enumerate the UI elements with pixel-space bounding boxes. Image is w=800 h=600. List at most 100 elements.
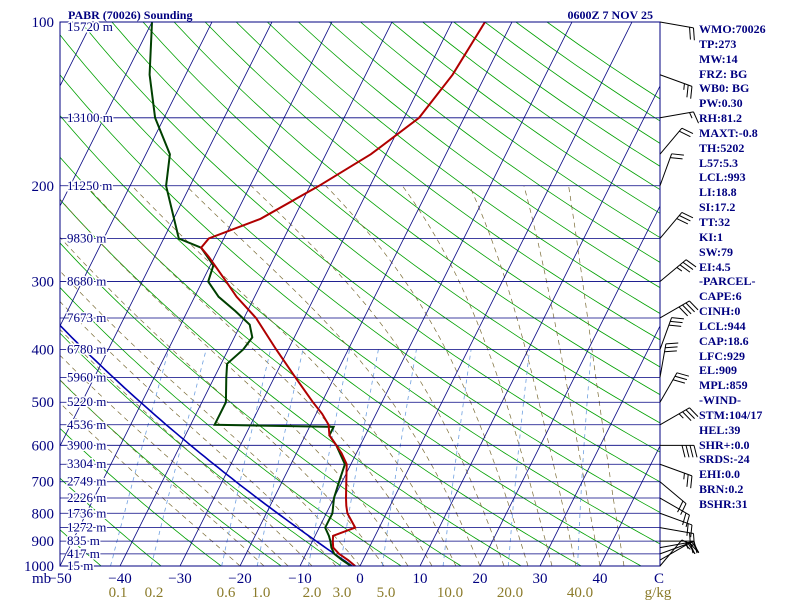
wind-barb (659, 512, 693, 538)
height-label: 2226 m (67, 490, 106, 505)
isotherm-line (539, 325, 660, 566)
wind-barb (659, 407, 699, 426)
moist-adiabat (60, 354, 289, 566)
height-label: 15 m (67, 558, 93, 573)
index-line: EHI:0.0 (699, 467, 741, 482)
index-line: BSHR:31 (699, 497, 748, 511)
height-label: 4536 m (67, 417, 106, 432)
height-label: 417 m (67, 546, 100, 561)
pressure-tick-label: 200 (32, 179, 55, 195)
mixing-ratio-label: 1.0 (252, 585, 271, 600)
index-line: SHR+:0.0 (699, 437, 750, 452)
wind-barb (659, 527, 695, 546)
moist-adiabat (60, 270, 361, 566)
isobar-lines (60, 21, 660, 567)
mixing-ratio-label: 0.1 (109, 585, 128, 600)
temperature-tick-label: 40 (593, 571, 608, 587)
wind-barb (659, 342, 679, 378)
height-label: 6780 m (67, 342, 106, 357)
isotherm-line (60, 22, 213, 327)
isotherm-line (60, 22, 153, 207)
index-line: LI:18.8 (699, 185, 737, 200)
index-line: MW:14 (699, 51, 738, 66)
pressure-tick-label: 800 (32, 506, 55, 522)
pressure-tick-label: 700 (32, 475, 55, 491)
height-label: 1736 m (67, 505, 106, 520)
temperature-tick-label: −20 (228, 571, 251, 587)
index-line: WB0: BG (699, 81, 750, 96)
moist-adiabat (523, 185, 601, 566)
height-label: 5960 m (67, 369, 106, 384)
mixing-ratio-label: 5.0 (377, 585, 396, 600)
height-label: 3900 m (67, 437, 106, 452)
mixing-ratio-label: 10.0 (437, 585, 463, 600)
dry-adiabat (60, 34, 660, 513)
moist-adiabat (325, 185, 529, 566)
wind-barb (659, 300, 699, 319)
wind-barb (659, 153, 684, 186)
temperature-tick-label: 0 (356, 571, 364, 587)
height-label: 5220 m (67, 394, 106, 409)
index-line: SI:17.2 (699, 200, 736, 215)
pressure-unit-label: mb (32, 571, 51, 587)
height-label: 9830 m (67, 230, 106, 245)
dewpoint-line (148, 22, 352, 566)
index-line: FRZ: BG (699, 66, 748, 81)
pressure-tick-label: 600 (32, 438, 55, 454)
mixing-ratio-label: 3.0 (333, 585, 352, 600)
index-line: KI:1 (699, 229, 723, 244)
index-line: TT:32 (699, 214, 731, 229)
index-line: EL:909 (699, 363, 738, 378)
wind-barb (659, 372, 690, 403)
isotherm-line (179, 22, 453, 566)
pressure-tick-label: 1000 (24, 559, 54, 575)
index-line: BRN:0.2 (699, 482, 744, 497)
wind-barb (659, 463, 693, 489)
index-line: LCL:944 (699, 318, 746, 333)
isotherm-line (419, 85, 660, 566)
temperature-tick-label: −10 (288, 571, 311, 587)
index-line: MAXT:-0.8 (699, 125, 758, 140)
pressure-tick-label: 500 (32, 395, 55, 411)
moist-adiabat (402, 185, 553, 566)
temperature-tick-label: −40 (108, 571, 131, 587)
isotherm-line (599, 445, 660, 566)
wind-barb (659, 317, 684, 350)
isotherm-line (299, 22, 573, 566)
isotherm-line (60, 22, 333, 566)
index-line: L57:5.3 (699, 155, 738, 170)
mixing-ratio-line (381, 349, 417, 566)
mixing-ratio-line (442, 349, 472, 566)
index-line: HEL:39 (699, 422, 741, 437)
height-label: 3304 m (67, 456, 106, 471)
wind-barbs (659, 21, 700, 567)
wind-barb (659, 259, 697, 282)
wind-barb (659, 74, 693, 99)
wind-barb (659, 21, 695, 41)
mixing-ratio-label: 20.0 (497, 585, 523, 600)
height-label: 13100 m (67, 110, 113, 125)
height-label: 2749 m (67, 474, 106, 489)
height-labels: 15720 m 13100 m 11250 m 9830 m 8680 m 7673 m 6… (66, 18, 115, 575)
wind-barb (659, 111, 699, 124)
height-label: 11250 m (67, 178, 112, 193)
temperature-tick-label: 20 (473, 571, 488, 587)
moist-adiabat (185, 185, 481, 566)
index-line: EI:4.5 (699, 259, 731, 274)
wind-barb (659, 127, 694, 155)
temperature-tick-label: 30 (533, 571, 548, 587)
isotherm-line (60, 22, 273, 447)
temperature-tick-label: −50 (48, 571, 71, 587)
temperature-line (199, 22, 486, 566)
wind-barb (659, 497, 690, 528)
wind-barb (659, 481, 687, 515)
mixing-ratio-line (256, 349, 304, 566)
dry-adiabat (111, 22, 660, 453)
index-line: CAP:18.6 (699, 333, 749, 348)
mixing-ratio-label: 0.2 (145, 585, 164, 600)
index-line: SRDS:-24 (699, 452, 750, 467)
moist-adiabat (60, 328, 313, 566)
sounding-profiles (60, 22, 486, 566)
